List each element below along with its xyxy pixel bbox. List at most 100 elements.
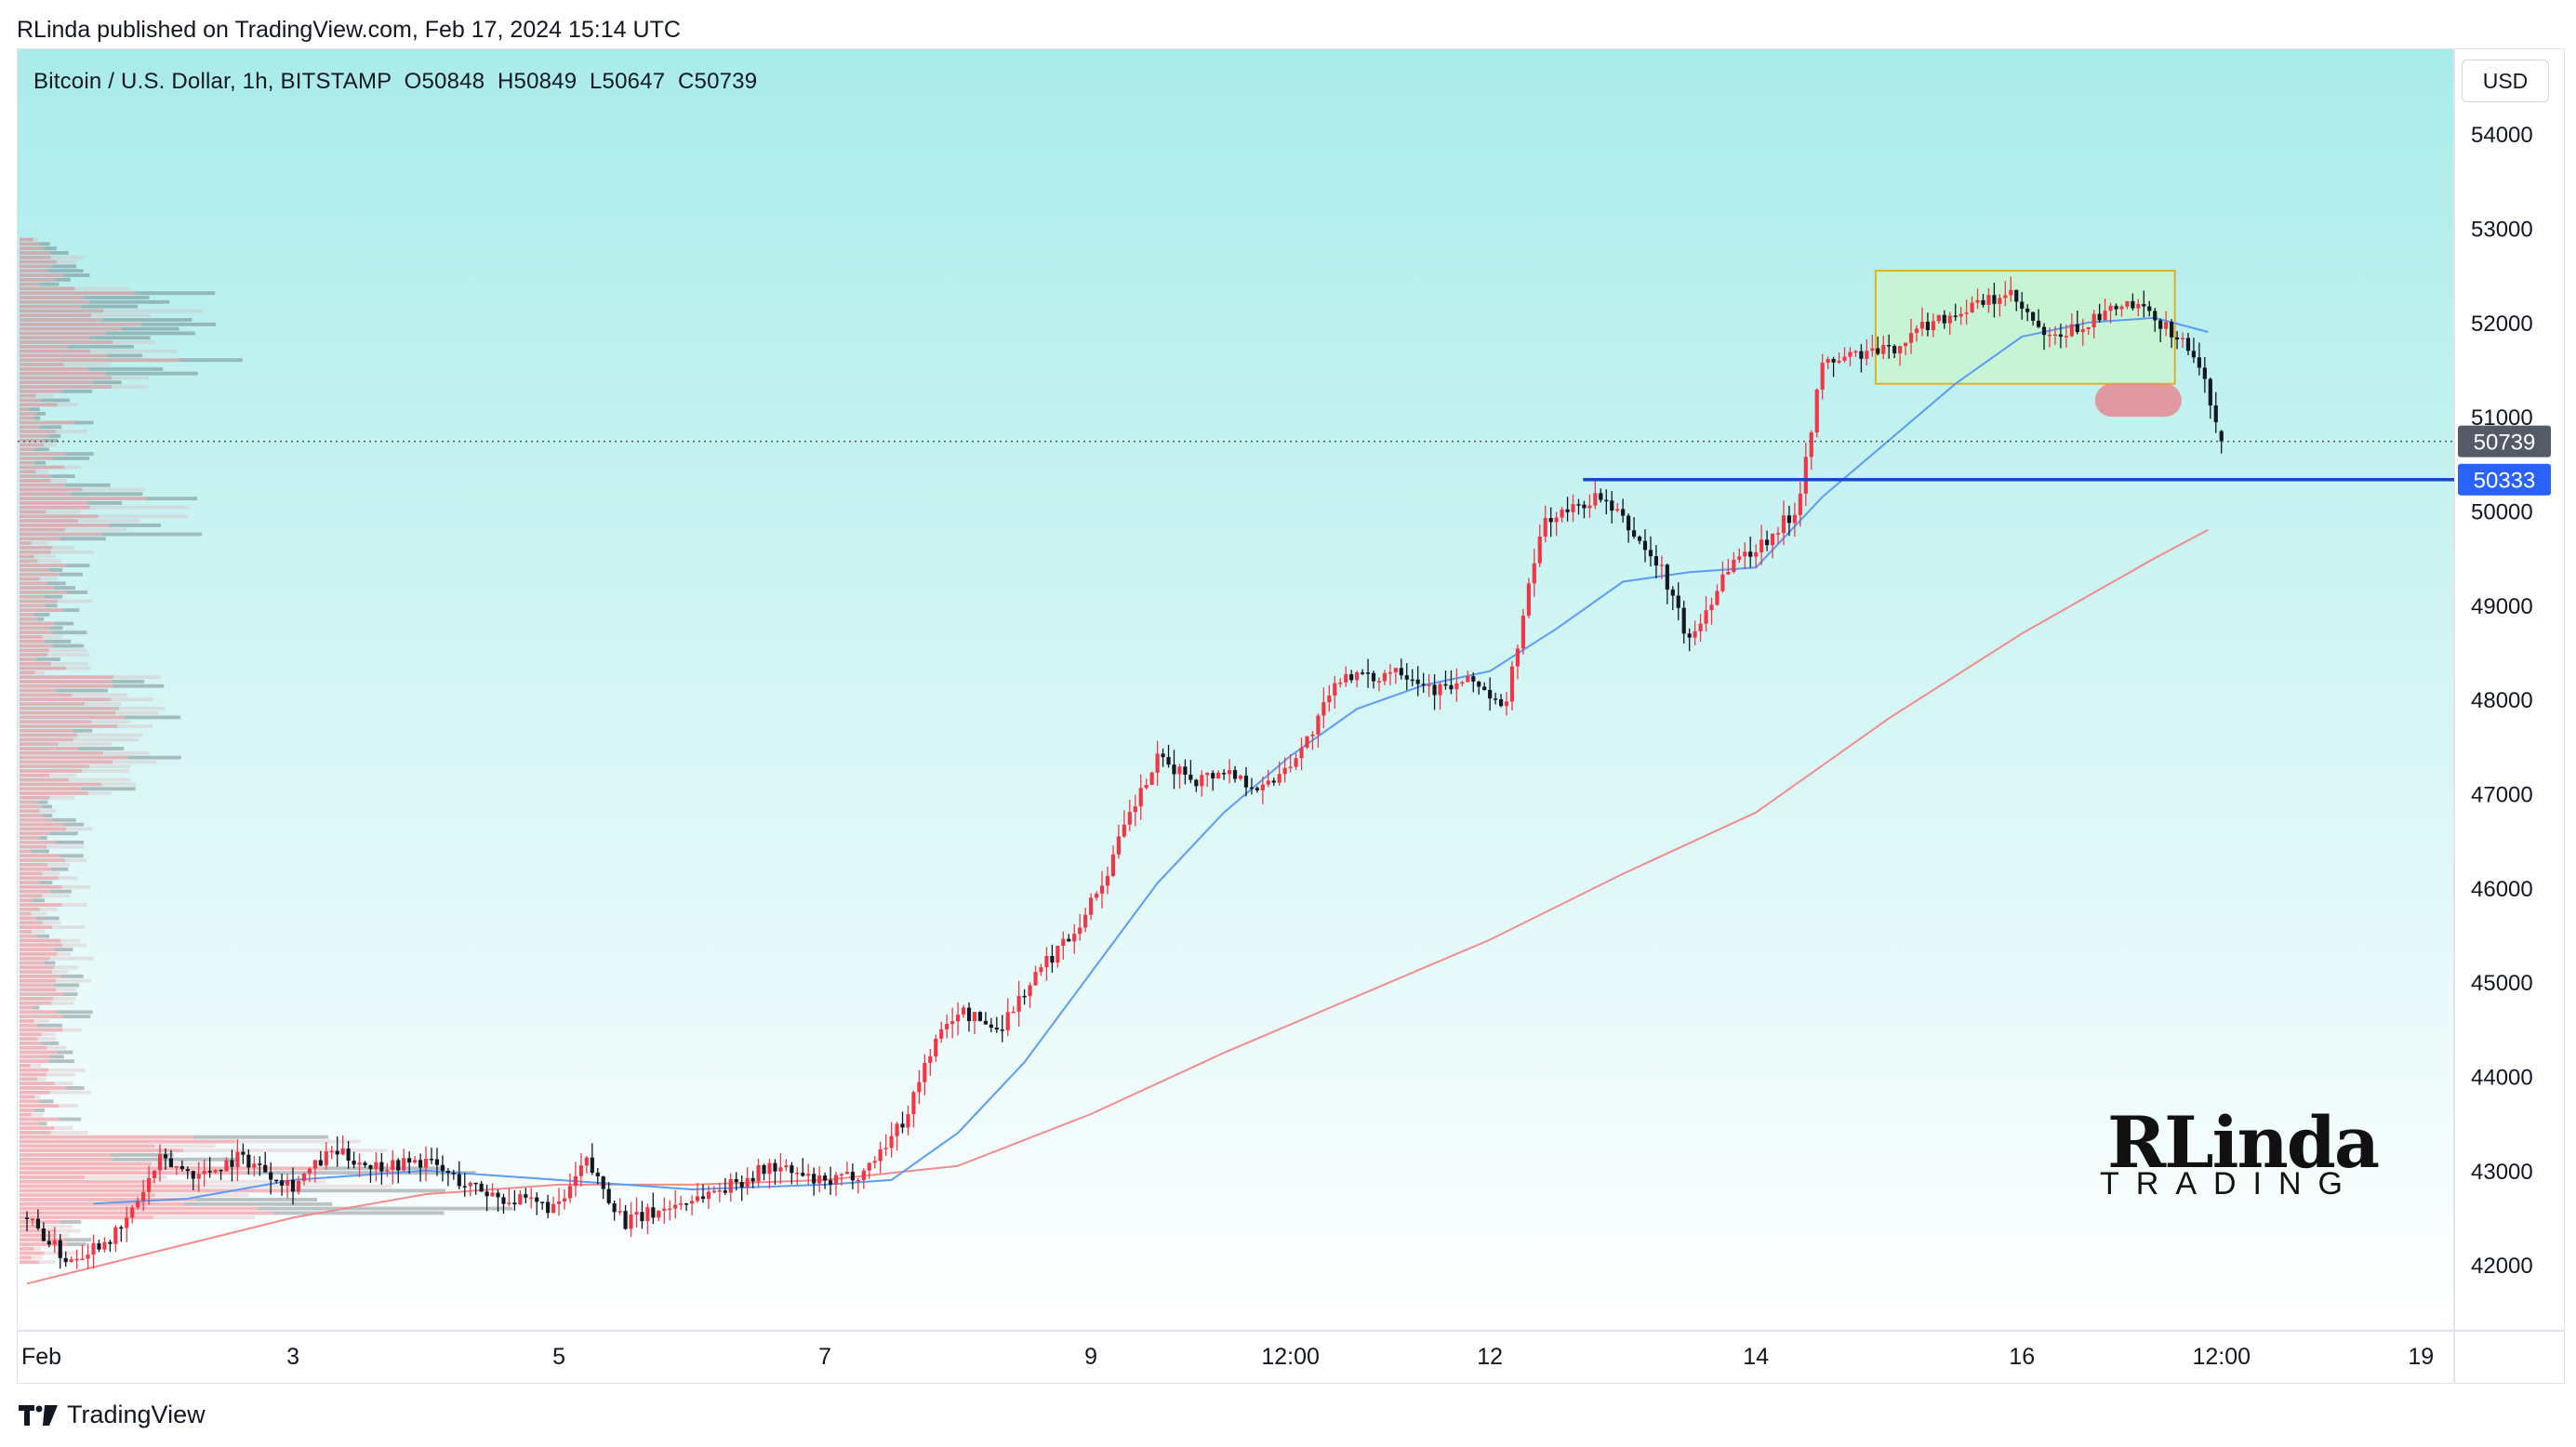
volume-profile-bar	[53, 996, 76, 1001]
volume-profile-bar	[113, 684, 165, 688]
candle-body	[856, 1180, 860, 1182]
candle-body	[662, 1208, 667, 1211]
candle-body	[1892, 345, 1897, 353]
volume-profile-bar	[20, 1037, 38, 1042]
candle-body	[1925, 321, 1930, 331]
volume-profile-bar	[20, 1233, 56, 1238]
candle-body	[601, 1175, 605, 1189]
candle-body	[2091, 313, 2096, 327]
candle-body	[1970, 302, 1974, 312]
x-tick-label: 14	[1743, 1344, 1769, 1370]
candle-body	[2041, 326, 2047, 336]
volume-profile-bar	[20, 1063, 31, 1068]
candle-body	[950, 1021, 955, 1025]
candle-body	[1543, 517, 1547, 537]
volume-profile-bar	[20, 1112, 32, 1117]
volume-profile-bar	[56, 1228, 81, 1233]
candle-body	[728, 1178, 733, 1193]
volume-profile-bar	[52, 456, 90, 460]
candle-body	[872, 1161, 877, 1163]
volume-profile-bar	[20, 737, 73, 742]
candle-body	[590, 1157, 594, 1174]
volume-profile-bar	[48, 1059, 74, 1064]
volume-profile-bar	[20, 277, 57, 282]
volume-profile-bar	[20, 1201, 184, 1206]
volume-profile-bar	[20, 965, 55, 970]
volume-profile-bar	[82, 487, 145, 492]
volume-profile-bar	[49, 1090, 92, 1095]
candle-body	[440, 1164, 445, 1172]
candle-body	[1942, 314, 1946, 324]
y-tick-label: 46000	[2471, 877, 2533, 902]
candle-body	[1610, 500, 1614, 511]
volume-profile-bar	[20, 358, 180, 363]
candle-body	[989, 1024, 993, 1029]
candle-body	[1732, 559, 1736, 572]
volume-profile-bar	[43, 438, 59, 443]
volume-profile-bar	[101, 782, 137, 787]
volume-profile-bar	[20, 416, 34, 420]
price-chart[interactable]: 50333 50739 42000 43000 44000 45000 46000 47000…	[18, 49, 2564, 1383]
candle-body	[1887, 344, 1892, 347]
candle-body	[689, 1201, 695, 1204]
candle-body	[445, 1171, 450, 1174]
volume-profile-bar	[30, 1063, 42, 1068]
volume-profile-bar	[33, 1018, 49, 1023]
candle-body	[329, 1150, 334, 1153]
candle-body	[2158, 320, 2163, 329]
candle-body	[1399, 668, 1403, 676]
candle-body	[1249, 787, 1255, 790]
candle-body	[168, 1158, 174, 1168]
volume-profile-bar	[20, 1211, 274, 1215]
candle-body	[1571, 504, 1575, 512]
tradingview-brand[interactable]: TradingView	[19, 1401, 206, 1429]
candle-body	[1842, 356, 1847, 361]
volume-profile-bar	[20, 653, 48, 657]
candle-body	[368, 1165, 373, 1169]
volume-profile-bar	[20, 1104, 60, 1108]
candle-body	[1482, 686, 1487, 690]
candle-body	[1133, 806, 1137, 813]
volume-profile-bar	[31, 541, 48, 546]
candle-body	[1083, 914, 1088, 928]
candle-body	[1238, 776, 1243, 779]
candle-body	[668, 1208, 672, 1211]
volume-profile-bar	[20, 791, 88, 795]
volume-profile-bar	[65, 483, 111, 487]
volume-profile-bar	[20, 318, 103, 322]
volume-profile-bar	[20, 336, 90, 340]
candle-body	[1748, 551, 1753, 557]
candle-body	[1709, 604, 1714, 611]
volume-profile-bar	[20, 961, 45, 965]
volume-profile-bar	[20, 1085, 66, 1090]
candle-body	[911, 1092, 916, 1115]
volume-profile-bar	[40, 907, 58, 911]
candle-body	[130, 1207, 135, 1218]
candle-body	[1404, 675, 1409, 680]
currency-button[interactable]: USD	[2462, 60, 2549, 102]
volume-profile-bar	[39, 809, 57, 814]
candle-body	[219, 1169, 223, 1172]
candle-body	[185, 1169, 190, 1172]
candle-body	[906, 1114, 910, 1128]
volume-profile-bar	[63, 608, 80, 613]
volume-profile-bar	[20, 626, 50, 631]
volume-profile-bar	[20, 661, 52, 666]
candle-body	[119, 1227, 124, 1229]
volume-profile-bar	[20, 733, 78, 737]
volume-profile-bar	[141, 322, 217, 326]
volume-profile-bar	[20, 948, 55, 951]
volume-profile-bar	[91, 313, 151, 318]
x-tick-label: Feb	[21, 1344, 61, 1370]
candle-body	[1693, 631, 1697, 638]
candle-body	[1947, 315, 1952, 324]
candle-body	[711, 1190, 716, 1193]
volume-profile-bar	[111, 697, 153, 702]
candle-body	[196, 1174, 201, 1179]
volume-profile-bar	[153, 1215, 255, 1220]
candle-body	[418, 1160, 423, 1168]
volume-profile-bar	[64, 465, 82, 470]
volume-profile-bar	[109, 523, 161, 527]
volume-profile-bar	[20, 492, 73, 497]
volume-profile-bar	[20, 478, 51, 483]
